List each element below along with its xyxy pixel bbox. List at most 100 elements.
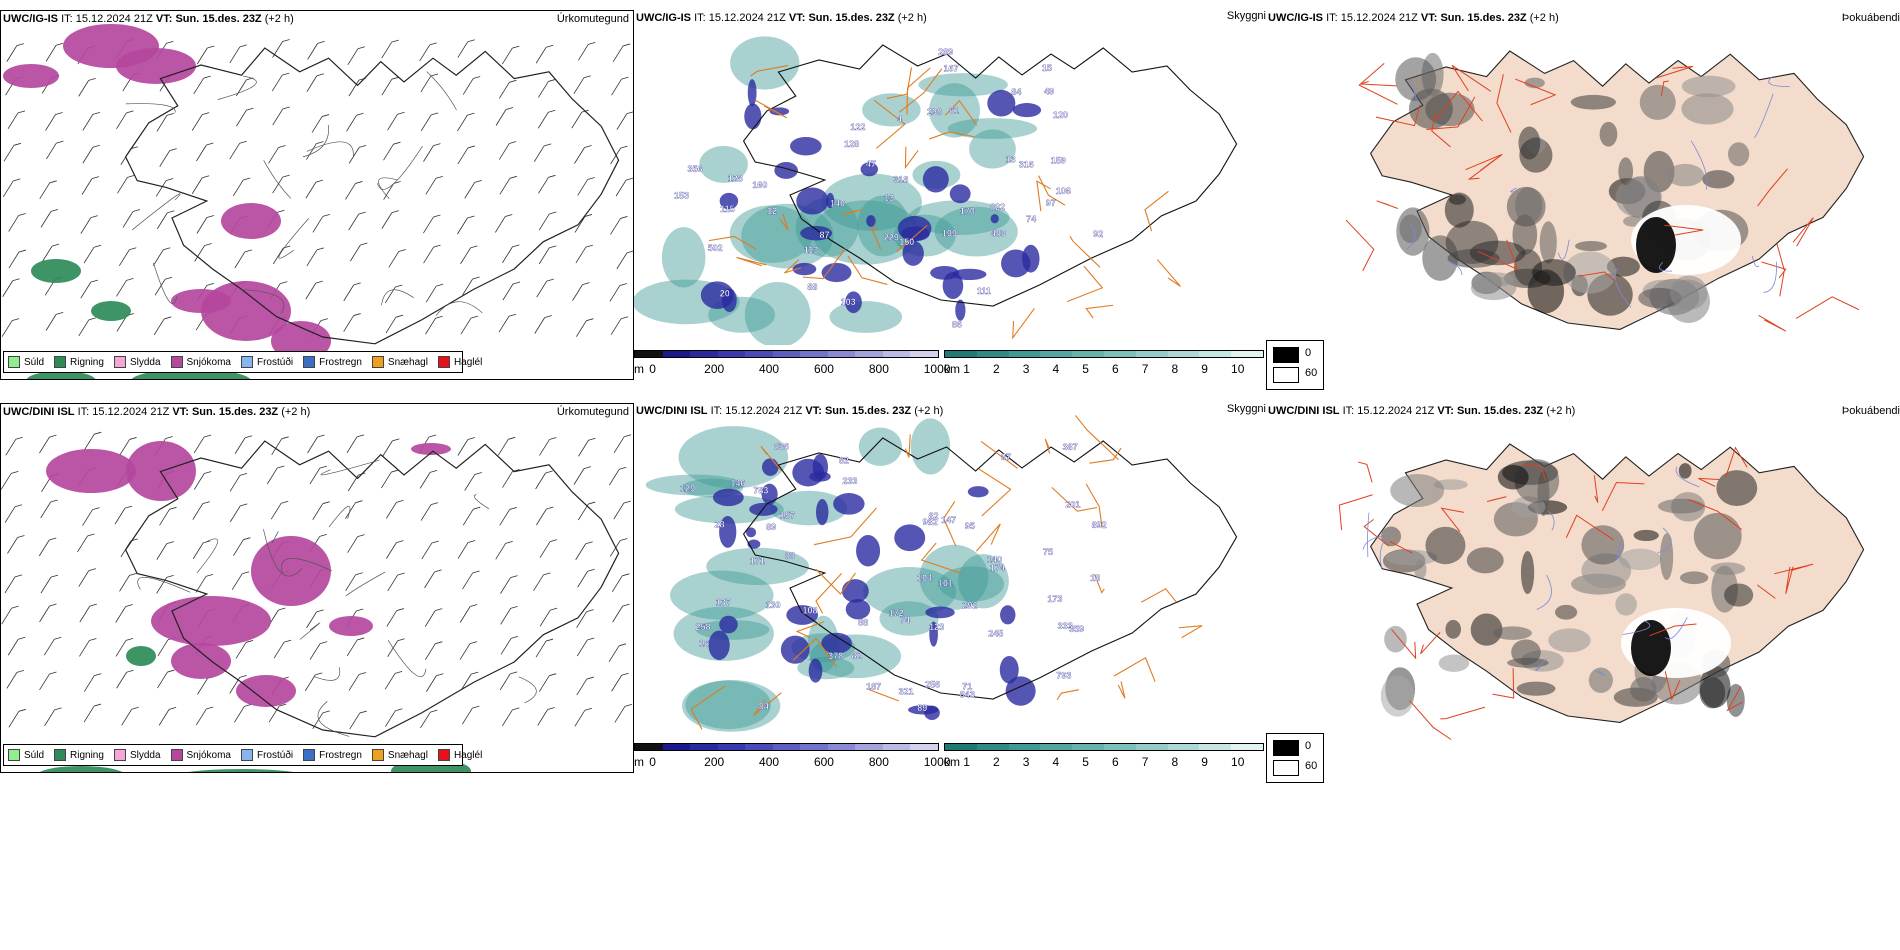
colorbar-tick: 4 bbox=[1052, 755, 1060, 769]
road-line bbox=[1038, 175, 1066, 206]
road-line bbox=[847, 255, 888, 285]
wind-barb bbox=[386, 608, 404, 627]
cloud-base-area bbox=[845, 598, 871, 620]
road-line bbox=[1776, 243, 1785, 297]
road-line bbox=[1496, 74, 1512, 133]
cloud-base-label: 87 bbox=[1001, 452, 1011, 462]
wind-barb bbox=[155, 178, 174, 197]
legend-item-haglél: Haglél bbox=[437, 749, 482, 761]
wind-barb bbox=[309, 465, 328, 485]
road-line bbox=[896, 224, 928, 253]
visibility-area bbox=[678, 426, 789, 489]
wind-barb bbox=[574, 145, 592, 164]
road-line bbox=[1792, 217, 1814, 247]
colorbar-tick: 600 bbox=[813, 755, 834, 769]
river-line bbox=[1664, 617, 1688, 640]
fog-area bbox=[1539, 221, 1557, 264]
road-line bbox=[815, 568, 856, 595]
colorbar-segment bbox=[717, 351, 746, 357]
colorbar-tick: 1000 bbox=[923, 755, 951, 769]
coastline bbox=[742, 44, 1238, 307]
cloud-base-area bbox=[894, 524, 926, 552]
wind-barb bbox=[346, 112, 364, 132]
road-line bbox=[217, 75, 257, 100]
cloud-base-label: 318 bbox=[893, 175, 908, 185]
wind-barb bbox=[80, 215, 98, 234]
wind-barb bbox=[156, 541, 174, 560]
cloud-base-label: 245 bbox=[988, 628, 1003, 638]
road-line bbox=[1757, 168, 1789, 207]
cloud-base-label: 172 bbox=[889, 608, 904, 618]
cloud-base-area bbox=[719, 615, 738, 634]
fog-area bbox=[1524, 77, 1545, 89]
wind-barb bbox=[191, 112, 210, 131]
colorbar-unit: km bbox=[944, 755, 960, 769]
cloud-base-label: 75 bbox=[1043, 547, 1053, 557]
road-line bbox=[760, 445, 782, 472]
cloud-base-label: 111 bbox=[977, 286, 991, 296]
wind-barb bbox=[5, 436, 23, 456]
wind-barb bbox=[6, 669, 25, 689]
wind-barb bbox=[574, 214, 593, 233]
cloud-base-area bbox=[821, 632, 852, 654]
fog-area bbox=[1575, 241, 1607, 252]
cloud-base-label: 153 bbox=[674, 190, 689, 200]
road-line bbox=[1066, 265, 1104, 303]
wind-barb bbox=[348, 77, 367, 97]
cloud-base-area bbox=[790, 136, 822, 156]
cloud-base-label: 157 bbox=[780, 511, 795, 521]
wind-barb bbox=[421, 540, 439, 560]
wind-barb bbox=[495, 107, 514, 126]
colorbar-tick: 5 bbox=[1082, 755, 1089, 769]
cloud-base-area bbox=[749, 502, 778, 516]
fog-legend-label-0: 0 bbox=[1305, 347, 1312, 359]
road-line bbox=[1725, 446, 1748, 477]
visibility-area bbox=[706, 547, 809, 585]
wind-barb bbox=[574, 707, 592, 727]
wind-barb bbox=[498, 313, 517, 333]
road-line bbox=[1465, 154, 1502, 171]
fog-area bbox=[1390, 474, 1445, 507]
wind-barb bbox=[460, 671, 479, 691]
panel-header: UWC/IG-IS IT: 15.12.2024 21Z VT: Sun. 15… bbox=[3, 13, 294, 25]
wind-barb bbox=[77, 533, 95, 553]
legend-swatch bbox=[54, 749, 67, 761]
cloud-base-area bbox=[942, 272, 964, 299]
wind-barb bbox=[82, 144, 100, 164]
wind-barb bbox=[538, 211, 557, 231]
cloud-base-label: 82 bbox=[929, 511, 939, 521]
wind-barb bbox=[80, 279, 98, 299]
cloud-base-label: 321 bbox=[899, 687, 914, 697]
wind-barb bbox=[272, 245, 291, 265]
wind-barb bbox=[608, 466, 627, 486]
road-line bbox=[1089, 447, 1122, 464]
fog-area bbox=[1681, 93, 1734, 125]
colorbar-segment bbox=[717, 744, 746, 750]
river-line bbox=[1362, 535, 1384, 550]
cloud-base-label: 4 bbox=[897, 114, 902, 124]
road-line bbox=[1036, 180, 1051, 212]
cloud-base-label: 843 bbox=[960, 689, 975, 699]
wind-barb bbox=[229, 44, 247, 64]
road-line bbox=[1756, 584, 1776, 599]
river-line bbox=[1763, 261, 1777, 293]
wind-barb bbox=[459, 641, 478, 660]
precip-type-panel: UWC/IG-IS IT: 15.12.2024 21Z VT: Sun. 15… bbox=[0, 10, 634, 380]
road-line bbox=[980, 441, 1018, 469]
panel-header: UWC/DINI ISL IT: 15.12.2024 21Z VT: Sun.… bbox=[3, 406, 311, 418]
wind-barb bbox=[616, 111, 633, 130]
cloud-base-area bbox=[990, 214, 999, 224]
colorbar-tick: 9 bbox=[1201, 755, 1208, 769]
visibility-area bbox=[661, 227, 706, 288]
legend-label: Frostregn bbox=[319, 749, 362, 761]
visibility-colorbar: km 1 2 3 4 5 6 7 8 9 10 bbox=[944, 743, 1264, 771]
river-line bbox=[1622, 620, 1650, 635]
wind-barb bbox=[270, 500, 289, 520]
colorbar-segment bbox=[745, 744, 773, 750]
colorbar-segment bbox=[855, 351, 883, 357]
colorbar-tick: 6 bbox=[1112, 755, 1119, 769]
cloud-base-label: 89 bbox=[917, 703, 927, 713]
road-line bbox=[263, 529, 303, 577]
legend-label: Slydda bbox=[129, 749, 161, 761]
road-line bbox=[271, 531, 279, 544]
